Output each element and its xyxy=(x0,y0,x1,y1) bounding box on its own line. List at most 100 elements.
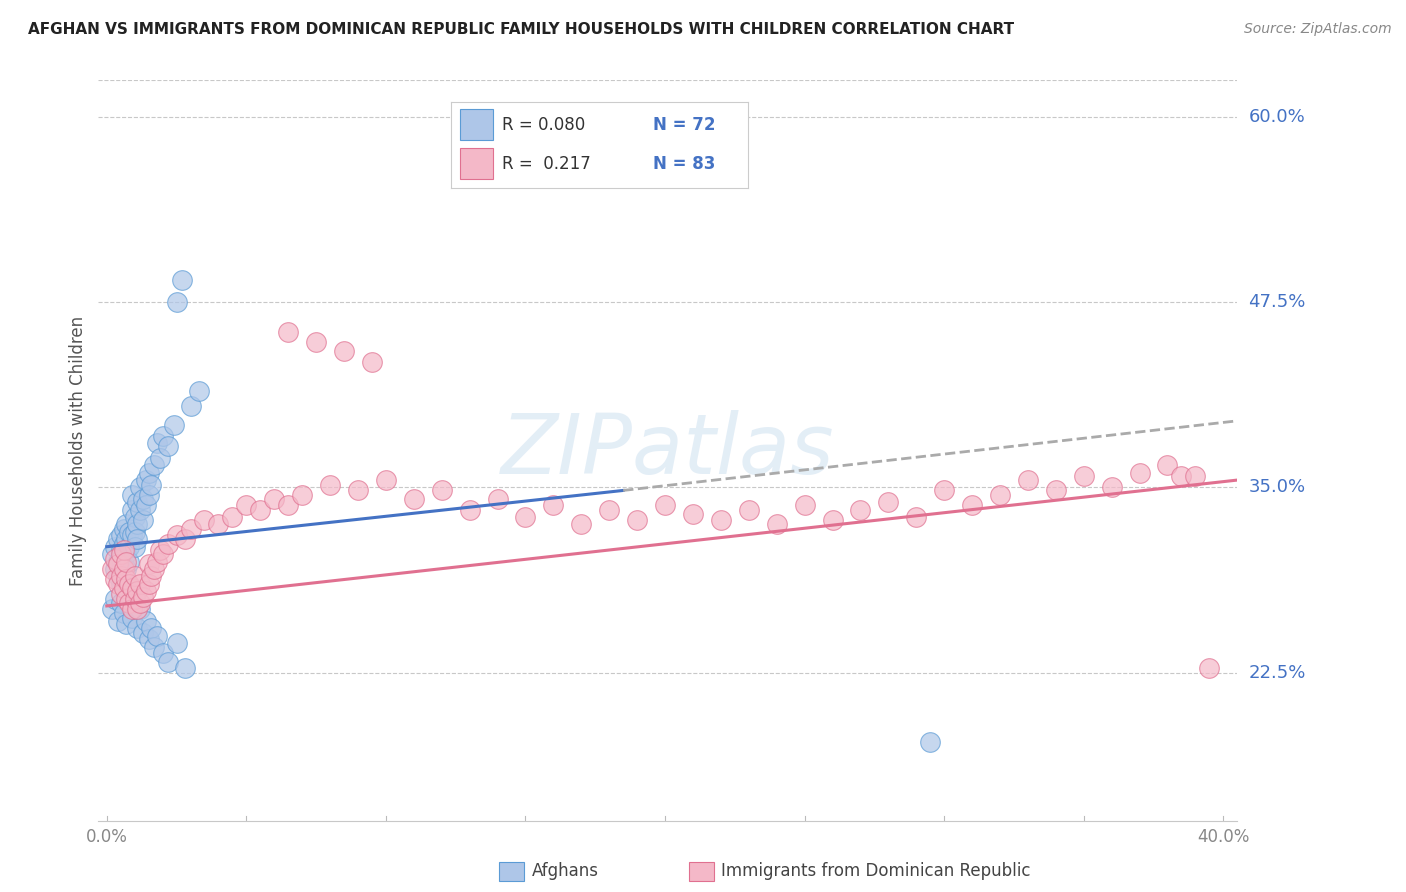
Point xyxy=(104,551,127,566)
Text: Immigrants from Dominican Republic: Immigrants from Dominican Republic xyxy=(721,863,1031,880)
Point xyxy=(207,517,229,532)
Point xyxy=(121,488,143,502)
Point xyxy=(141,621,163,635)
Point xyxy=(765,517,787,532)
Point xyxy=(263,492,285,507)
Point xyxy=(157,655,180,669)
Point xyxy=(112,542,135,557)
Point xyxy=(121,581,143,595)
Point xyxy=(738,502,761,516)
Point xyxy=(129,576,152,591)
Point xyxy=(157,439,180,453)
Point xyxy=(960,498,983,512)
Point xyxy=(121,611,143,625)
Point xyxy=(235,498,257,512)
Point xyxy=(146,436,169,450)
Point xyxy=(174,661,197,675)
Point xyxy=(107,533,129,547)
Text: Source: ZipAtlas.com: Source: ZipAtlas.com xyxy=(1244,22,1392,37)
Point xyxy=(110,576,132,591)
Point xyxy=(163,418,186,433)
Point xyxy=(112,537,135,551)
Point xyxy=(107,554,129,569)
Point xyxy=(104,572,127,586)
Point xyxy=(132,590,155,604)
Point xyxy=(110,587,132,601)
Point xyxy=(121,602,143,616)
Point xyxy=(180,522,202,536)
Point xyxy=(107,614,129,628)
Point xyxy=(1045,483,1067,498)
Point xyxy=(112,581,135,595)
Point xyxy=(277,325,299,339)
Point xyxy=(107,576,129,591)
Point xyxy=(1017,473,1039,487)
Point xyxy=(129,502,152,516)
Point xyxy=(101,602,124,616)
Point xyxy=(141,477,163,491)
Point xyxy=(347,483,370,498)
Text: 47.5%: 47.5% xyxy=(1249,293,1306,311)
Point xyxy=(115,616,138,631)
Point xyxy=(115,591,138,606)
Point xyxy=(1073,468,1095,483)
Point xyxy=(1184,468,1206,483)
Point xyxy=(118,540,141,554)
Point xyxy=(149,542,172,557)
Point xyxy=(121,528,143,542)
Text: ZIPatlas: ZIPatlas xyxy=(501,410,835,491)
Point xyxy=(654,498,676,512)
Point xyxy=(138,558,160,572)
Point xyxy=(110,569,132,583)
Point xyxy=(118,596,141,610)
Point xyxy=(152,428,174,442)
Text: Afghans: Afghans xyxy=(531,863,599,880)
Point xyxy=(458,502,481,516)
Point xyxy=(124,524,146,539)
Point xyxy=(124,599,146,613)
Point xyxy=(132,625,155,640)
Point xyxy=(1101,481,1123,495)
Point xyxy=(146,628,169,642)
Text: 22.5%: 22.5% xyxy=(1249,664,1306,681)
Point xyxy=(135,614,157,628)
Point xyxy=(543,498,565,512)
Point xyxy=(112,572,135,586)
Point xyxy=(124,540,146,554)
Point xyxy=(118,587,141,601)
Point xyxy=(110,542,132,557)
Point xyxy=(129,602,152,616)
Point xyxy=(430,483,453,498)
Point xyxy=(127,533,149,547)
Point xyxy=(157,537,180,551)
Point xyxy=(143,458,166,473)
Point xyxy=(515,510,537,524)
Point xyxy=(138,632,160,646)
Point xyxy=(127,584,149,599)
Point xyxy=(132,492,155,507)
Point xyxy=(107,558,129,572)
Text: AFGHAN VS IMMIGRANTS FROM DOMINICAN REPUBLIC FAMILY HOUSEHOLDS WITH CHILDREN COR: AFGHAN VS IMMIGRANTS FROM DOMINICAN REPU… xyxy=(28,22,1014,37)
Point xyxy=(598,502,620,516)
Point xyxy=(118,554,141,569)
Point xyxy=(135,473,157,487)
Point xyxy=(682,507,704,521)
Point xyxy=(110,596,132,610)
Point xyxy=(115,562,138,576)
Point xyxy=(118,576,141,591)
Point xyxy=(110,562,132,576)
Point xyxy=(1170,468,1192,483)
Point xyxy=(138,488,160,502)
Point xyxy=(124,591,146,606)
Point xyxy=(115,547,138,561)
Point xyxy=(138,466,160,480)
Point xyxy=(166,528,188,542)
Point xyxy=(793,498,815,512)
Point xyxy=(920,735,942,749)
Point xyxy=(115,572,138,586)
Point xyxy=(129,596,152,610)
Point xyxy=(877,495,900,509)
Point xyxy=(305,335,328,350)
Point xyxy=(104,562,127,576)
Point xyxy=(710,513,733,527)
